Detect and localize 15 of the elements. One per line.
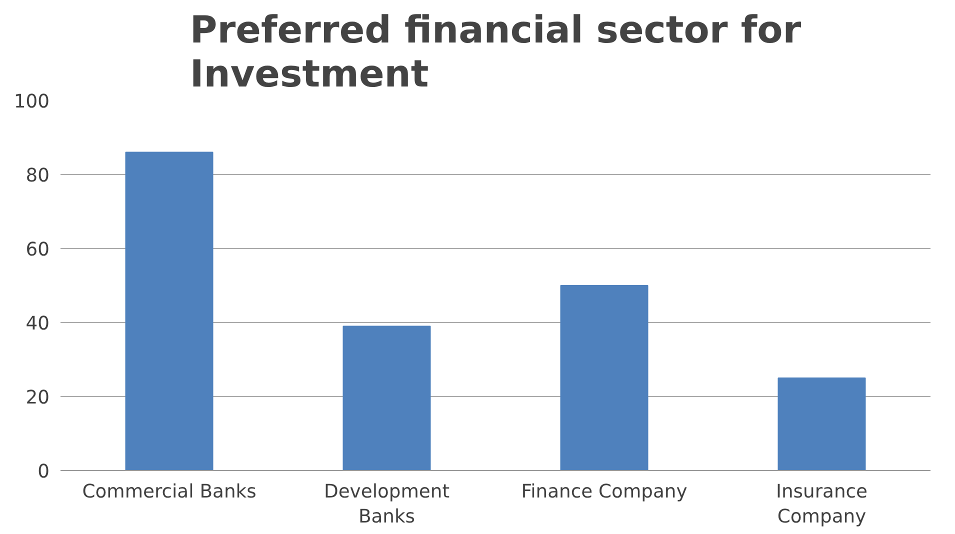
x-tick-label: Finance Company bbox=[521, 482, 688, 502]
bar bbox=[342, 326, 431, 470]
y-tick-label: 80 bbox=[26, 166, 50, 186]
y-tick-label: 0 bbox=[38, 462, 50, 482]
x-tick-label: Insurance Company bbox=[776, 482, 868, 528]
y-tick-label: 60 bbox=[26, 240, 50, 260]
x-tick-label: Commercial Banks bbox=[82, 482, 256, 502]
chart-title: Preferred financial sector for Investment bbox=[190, 8, 802, 96]
x-tick-label: Development Banks bbox=[324, 482, 450, 528]
y-tick-label: 20 bbox=[26, 388, 50, 408]
bar bbox=[125, 152, 214, 470]
bar bbox=[778, 378, 866, 470]
bar bbox=[560, 285, 648, 470]
y-tick-label: 40 bbox=[26, 314, 50, 334]
y-tick-label: 100 bbox=[14, 92, 50, 112]
